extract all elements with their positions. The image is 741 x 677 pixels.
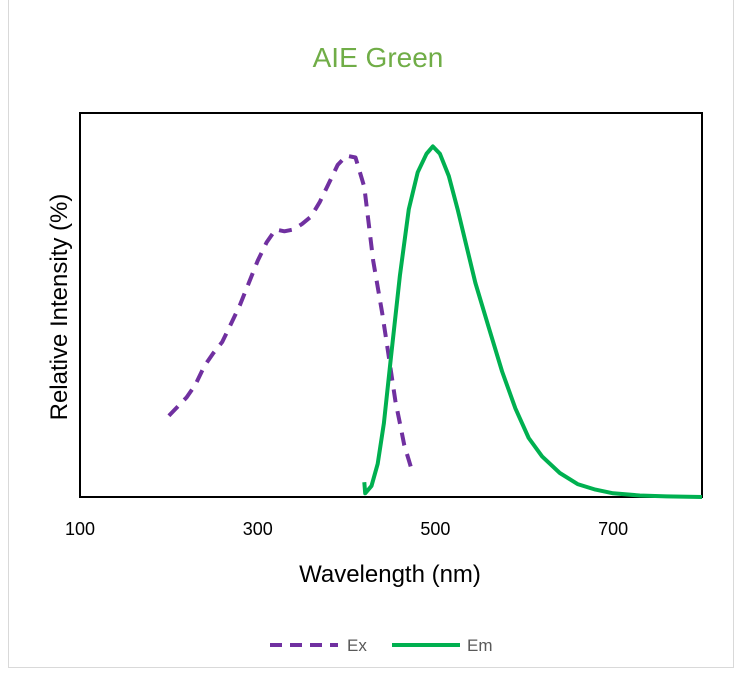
x-tick-label: 300 bbox=[243, 519, 273, 539]
legend-label-em: Em bbox=[467, 636, 493, 655]
plot-area bbox=[79, 112, 703, 498]
x-tick-label: 100 bbox=[65, 519, 95, 539]
chart-title: AIE Green bbox=[313, 42, 444, 73]
series-line-ex bbox=[167, 153, 416, 476]
legend: Ex Em bbox=[270, 636, 493, 655]
x-axis-label: Wavelength (nm) bbox=[299, 561, 481, 588]
legend-label-ex: Ex bbox=[347, 636, 367, 655]
series-layer bbox=[167, 144, 703, 499]
x-tick-label: 500 bbox=[420, 519, 450, 539]
y-axis-label: Relative Intensity (%) bbox=[46, 194, 73, 421]
series-line-em bbox=[362, 144, 703, 499]
chart-frame bbox=[8, 0, 734, 668]
x-tick-labels: 100 300 500 700 bbox=[65, 519, 628, 539]
x-tick-label: 700 bbox=[598, 519, 628, 539]
